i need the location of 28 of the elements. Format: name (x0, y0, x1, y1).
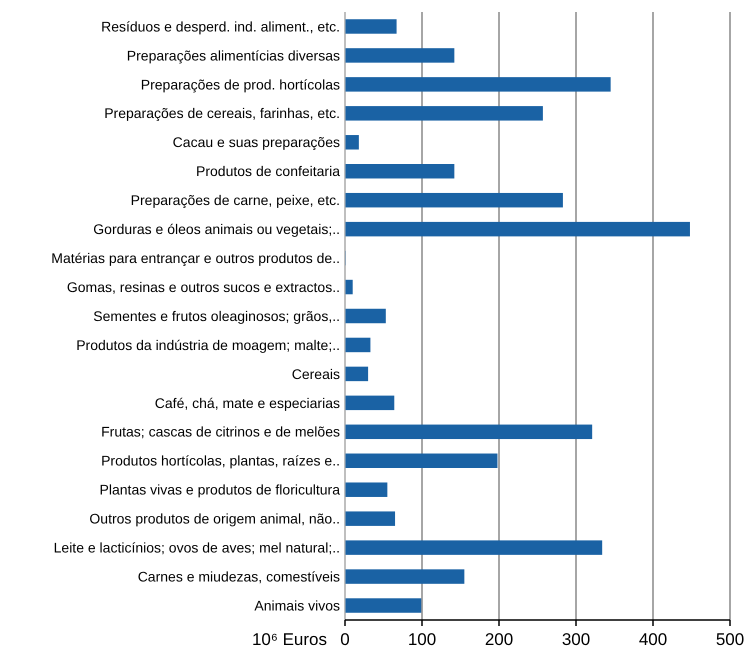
x-tick-label: 0 (340, 630, 350, 649)
y-tick-label: Produtos de confeitaria (196, 163, 340, 180)
x-tick-label: 400 (638, 630, 668, 649)
y-tick-label: Matérias para entrançar e outros produtos de.. (51, 250, 340, 266)
y-tick-label: Outros produtos de origem animal, não.. (89, 510, 340, 527)
y-tick-label: Carnes e miudezas, comestíveis (138, 568, 340, 584)
y-tick-label: Plantas vivas e produtos de floricultura (100, 482, 340, 498)
y-tick-label: Cacau e suas preparações (172, 134, 340, 150)
y-tick-label: Gomas, resinas e outros sucos e extractos.. (66, 278, 340, 295)
y-tick-label: Resíduos e desperd. ind. aliment., etc. (101, 18, 340, 34)
y-tick-label: Animais vivos (254, 597, 340, 614)
y-tick-label: Sementes e frutos oleaginosos; grãos,.. (93, 308, 340, 324)
y-tick-label: Preparações de prod. hortícolas (140, 76, 340, 92)
y-tick-label: Preparações de carne, peixe, etc. (130, 192, 340, 208)
x-tick-label: 300 (562, 630, 590, 649)
y-tick-label: Produtos hortícolas, plantas, raízes e.. (101, 452, 340, 469)
x-tick-label: 200 (484, 630, 514, 649)
x-tick-label: 500 (716, 630, 744, 649)
y-tick-label: Café, chá, mate e especiarias (154, 394, 340, 411)
x-tick-label: 100 (408, 630, 436, 649)
y-tick-label: Cereais (292, 366, 340, 382)
y-tick-label: Produtos da indústria de moagem; malte;.. (76, 336, 340, 353)
y-tick-label: Preparações alimentícias diversas (126, 47, 340, 64)
y-tick-label: Frutas; cascas de citrinos e de melões (101, 424, 340, 440)
y-tick-label: Preparações de cereais, farinhas, etc. (104, 105, 340, 122)
x-axis-title: 10⁶ Euros (252, 630, 327, 649)
y-tick-label: Leite e lacticínios; ovos de aves; mel natural;.. (54, 540, 340, 556)
y-tick-label: Gorduras e óleos animais ou vegetais;.. (93, 221, 340, 238)
